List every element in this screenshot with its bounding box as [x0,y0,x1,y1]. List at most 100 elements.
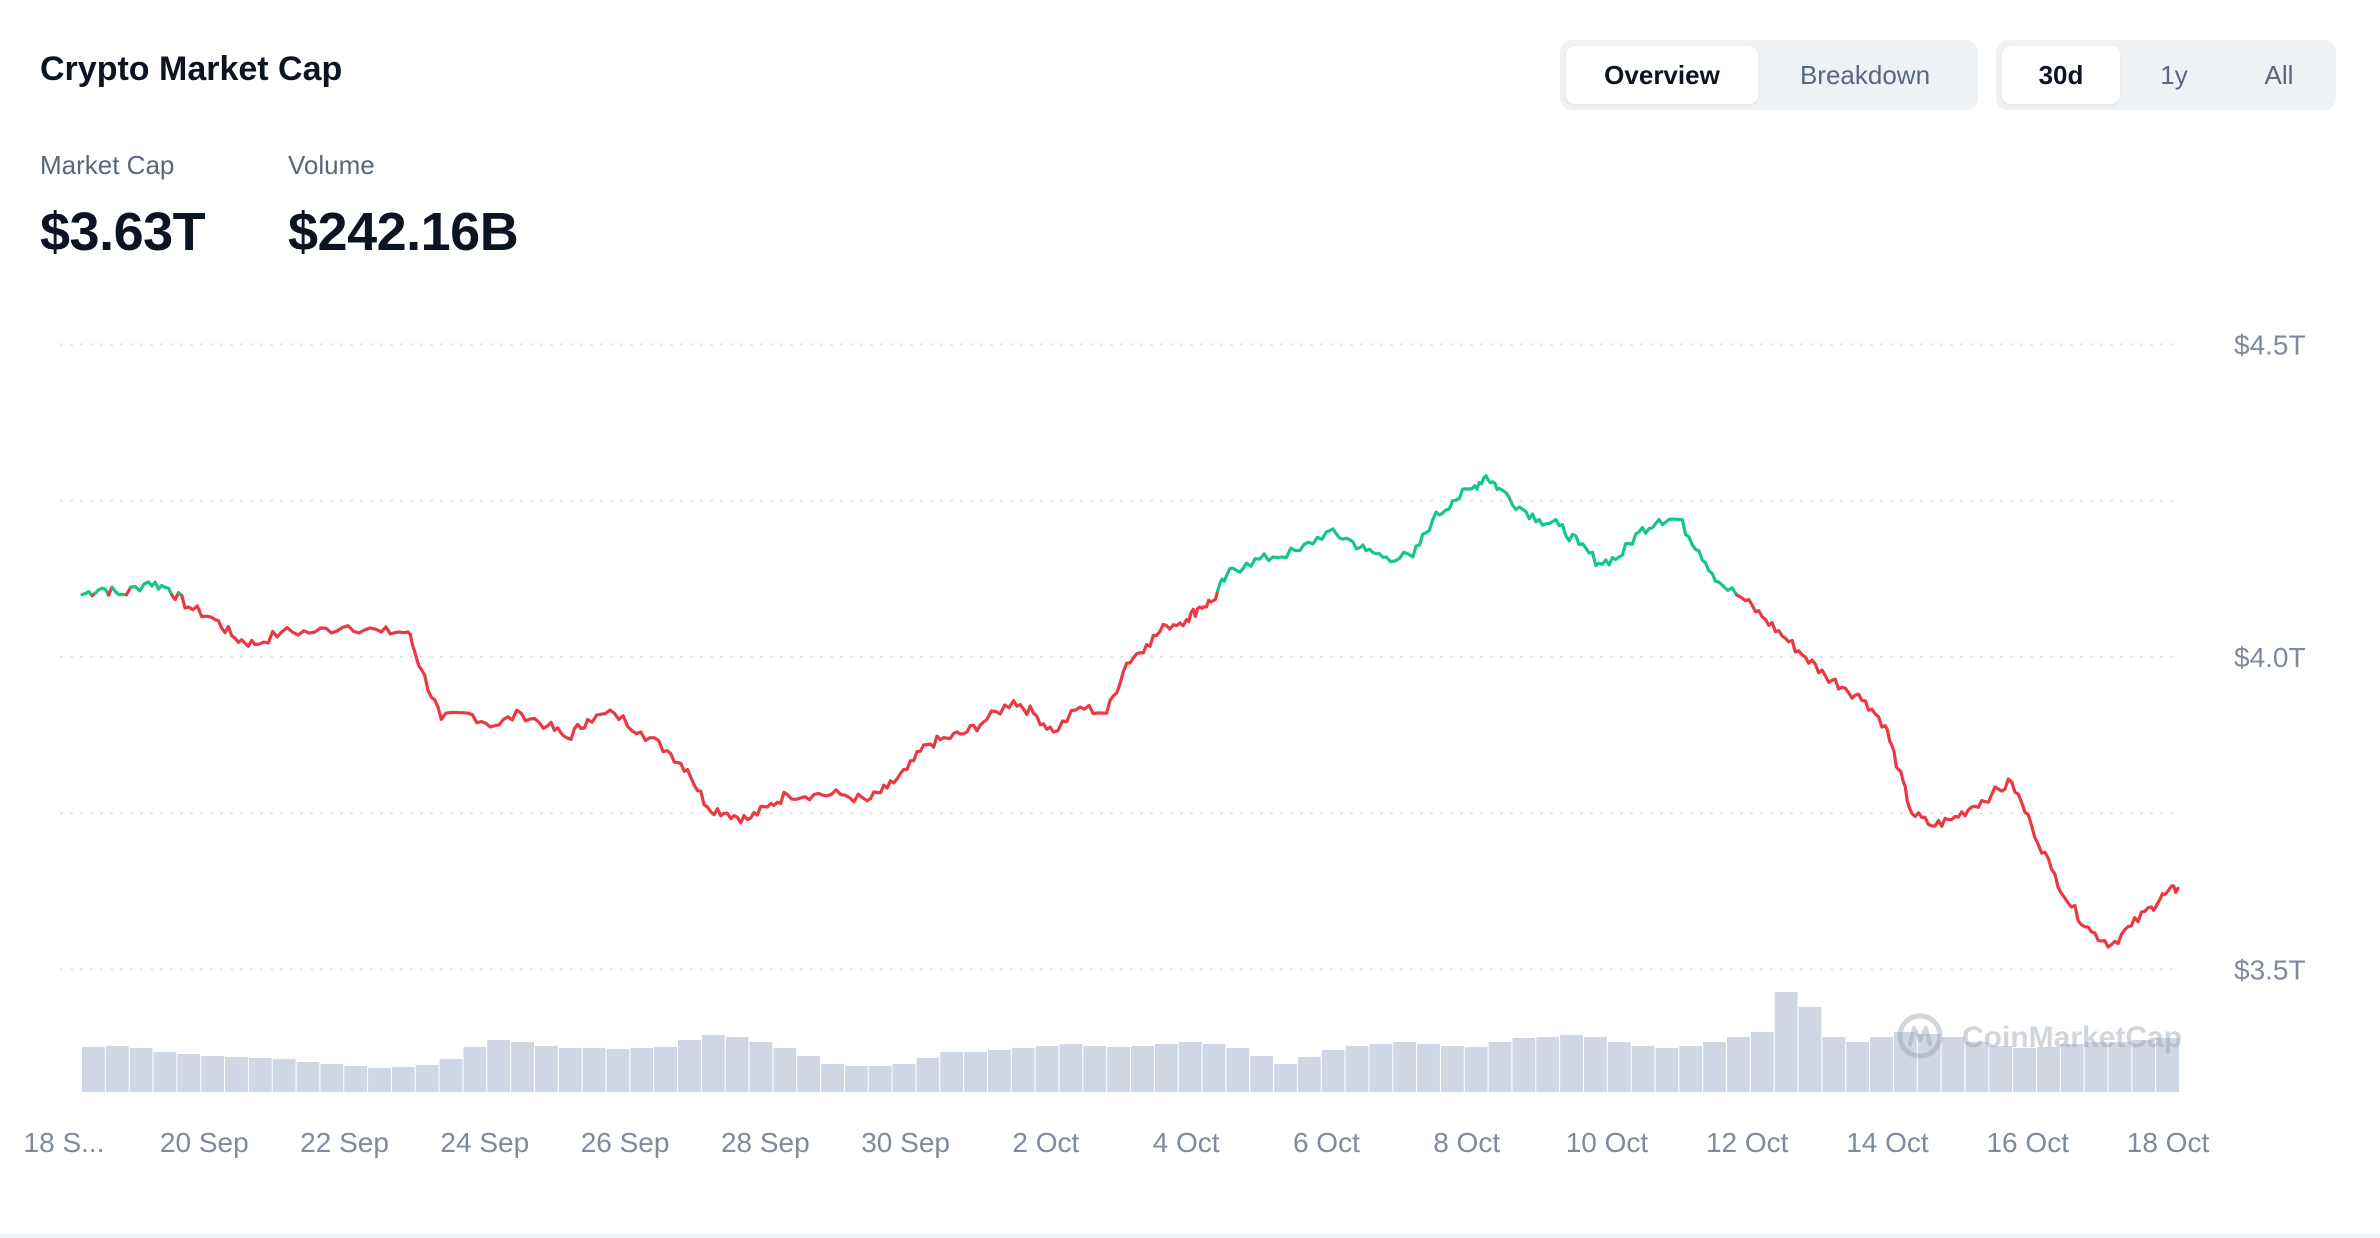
volume-bar [1488,1042,1512,1092]
volume-bar [1321,1050,1345,1092]
volume-bar [844,1066,868,1092]
volume-bar [296,1062,320,1092]
volume-bar [1607,1042,1631,1092]
range-all[interactable]: All [2264,59,2294,90]
volume-bar [2036,1047,2060,1092]
tab-breakdown[interactable]: Breakdown [1799,59,1931,90]
volume-bar [1250,1056,1274,1092]
volume-bar [1965,1042,1989,1092]
x-axis: 18 S... 20 Sep 22 Sep 24 Sep 26 Sep 28 Sep 30 … [24,1127,2210,1158]
volume-bar [1893,1032,1917,1092]
range-toggle: 30d 1y All [1996,40,2336,110]
volume-bar [1655,1048,1679,1092]
market-cap-label: Market Cap [40,150,175,180]
volume-bar [1989,1046,2013,1092]
volume-bar [1417,1044,1440,1092]
x-tick-label: 12 Oct [1706,1127,1789,1158]
volume-bar [1727,1037,1750,1092]
volume-bar [1059,1044,1083,1092]
volume-bar [1011,1048,1035,1092]
volume-bar [2108,1042,2132,1092]
volume-bar [1583,1037,1607,1092]
price-line-segment [110,585,128,597]
volume-bar [439,1059,463,1092]
grid-lines [60,343,2180,971]
volume-bar [415,1065,439,1092]
y-tick-label: $3.5T [2234,955,2306,986]
volume-bar [1131,1046,1154,1092]
volume-bar [868,1066,892,1092]
volume-value: $242.16B [288,202,519,262]
volume-bar [82,1047,105,1092]
volume-bar [1798,1007,1822,1092]
volume-bar [654,1047,678,1092]
volume-bar [1274,1064,1297,1092]
market-cap-chart[interactable]: $4.5T $4.0T $3.5T 18 S... 20 Sep 22 Sep 24 Se… [0,280,2380,1190]
x-tick-label: 20 Sep [160,1127,249,1158]
volume-bar [1750,1032,1774,1092]
market-cap-stat: Market Cap $3.63T [40,150,206,263]
x-tick-label: 4 Oct [1153,1127,1220,1158]
volume-bar [1822,1037,1846,1092]
x-tick-label: 14 Oct [1846,1127,1929,1158]
volume-bar [1512,1038,1536,1092]
x-tick-label: 24 Sep [440,1127,529,1158]
y-tick-label: $4.5T [2234,330,2306,361]
volume-bar [1846,1042,1870,1092]
volume-bar [964,1052,987,1092]
volume-bar [821,1064,844,1092]
coinmarketcap-logo-icon [1897,1013,1943,1059]
volume-bar [177,1054,201,1092]
y-axis: $4.5T $4.0T $3.5T [2234,330,2306,986]
watermark-text: CoinMarketCap [1962,1021,2182,1054]
x-tick-label: 6 Oct [1293,1127,1360,1158]
volume-bar [272,1059,296,1092]
volume-bar [773,1048,797,1092]
view-toggle: Overview Breakdown [1560,40,1978,110]
range-1y[interactable]: 1y [2160,59,2188,90]
volume-bar [797,1056,821,1092]
volume-bar [225,1057,248,1092]
x-tick-label: 2 Oct [1012,1127,1079,1158]
volume-bars [82,992,2179,1092]
x-tick-label: 18 Oct [2127,1127,2210,1158]
volume-bar [248,1058,272,1092]
volume-bar [725,1037,749,1092]
volume-bar [1369,1044,1393,1092]
y-tick-label: $4.0T [2234,642,2306,673]
coinmarketcap-logo-mark [1908,1026,1932,1046]
volume-bar [892,1064,916,1092]
price-line-segment [80,590,94,598]
volume-bar [749,1042,773,1092]
volume-bar [153,1052,177,1092]
volume-bar [1154,1044,1178,1092]
volume-bar [2060,1044,2084,1092]
x-tick-label: 30 Sep [861,1127,950,1158]
price-line-segment [93,586,111,597]
volume-bar [701,1035,725,1092]
range-30d[interactable]: 30d [2002,46,2120,104]
volume-bar [1464,1047,1488,1092]
volume-bar [2013,1048,2036,1092]
market-cap-value: $3.63T [40,202,206,262]
price-line-segment [170,591,181,602]
price-line [80,474,2180,949]
volume-bar [463,1047,487,1092]
price-line-segment [1735,593,2180,949]
tab-overview[interactable]: Overview [1566,46,1758,104]
volume-bar [1440,1046,1464,1092]
volume-bar [1202,1044,1226,1092]
volume-bar [2132,1040,2156,1092]
price-line-segment [129,580,174,597]
x-tick-label: 18 S... [24,1127,105,1158]
volume-bar [558,1048,582,1092]
volume-bar [1297,1057,1321,1092]
volume-bar [1679,1046,1703,1092]
volume-bar [1083,1046,1107,1092]
price-line-segment [180,589,1220,825]
volume-bar [1107,1047,1130,1092]
volume-bar [1941,1037,1965,1092]
volume-bar [1870,1037,1893,1092]
card-title: Crypto Market Cap [40,50,343,88]
